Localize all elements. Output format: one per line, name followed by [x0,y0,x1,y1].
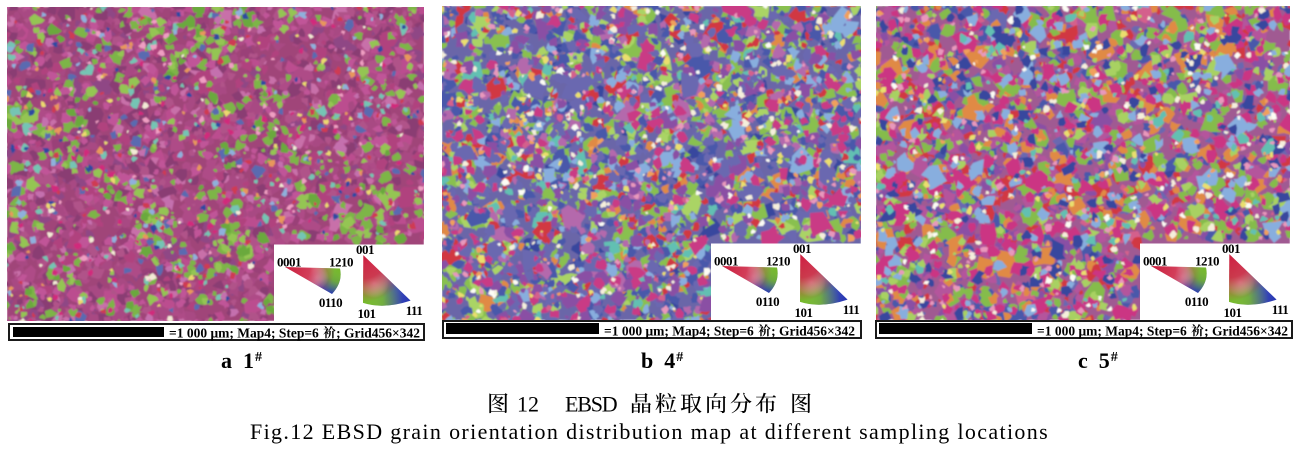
svg-text:101: 101 [1224,305,1242,320]
svg-text:0110: 0110 [1185,294,1208,309]
svg-text:001: 001 [356,242,374,257]
svg-text:1210: 1210 [1195,254,1219,269]
svg-text:001: 001 [1222,241,1240,256]
svg-text:0001: 0001 [1143,254,1167,269]
svg-text:0001: 0001 [714,254,738,269]
svg-text:1210: 1210 [329,255,353,270]
svg-text:0001: 0001 [277,255,301,270]
svg-text:001: 001 [793,241,811,256]
svg-text:1210: 1210 [766,254,790,269]
svg-text:0110: 0110 [319,295,342,310]
svg-text:101: 101 [358,306,376,321]
svg-text:111: 111 [843,302,860,317]
svg-text:111: 111 [1272,302,1289,317]
svg-text:101: 101 [795,305,813,320]
svg-text:111: 111 [406,303,423,318]
svg-text:0110: 0110 [756,294,779,309]
